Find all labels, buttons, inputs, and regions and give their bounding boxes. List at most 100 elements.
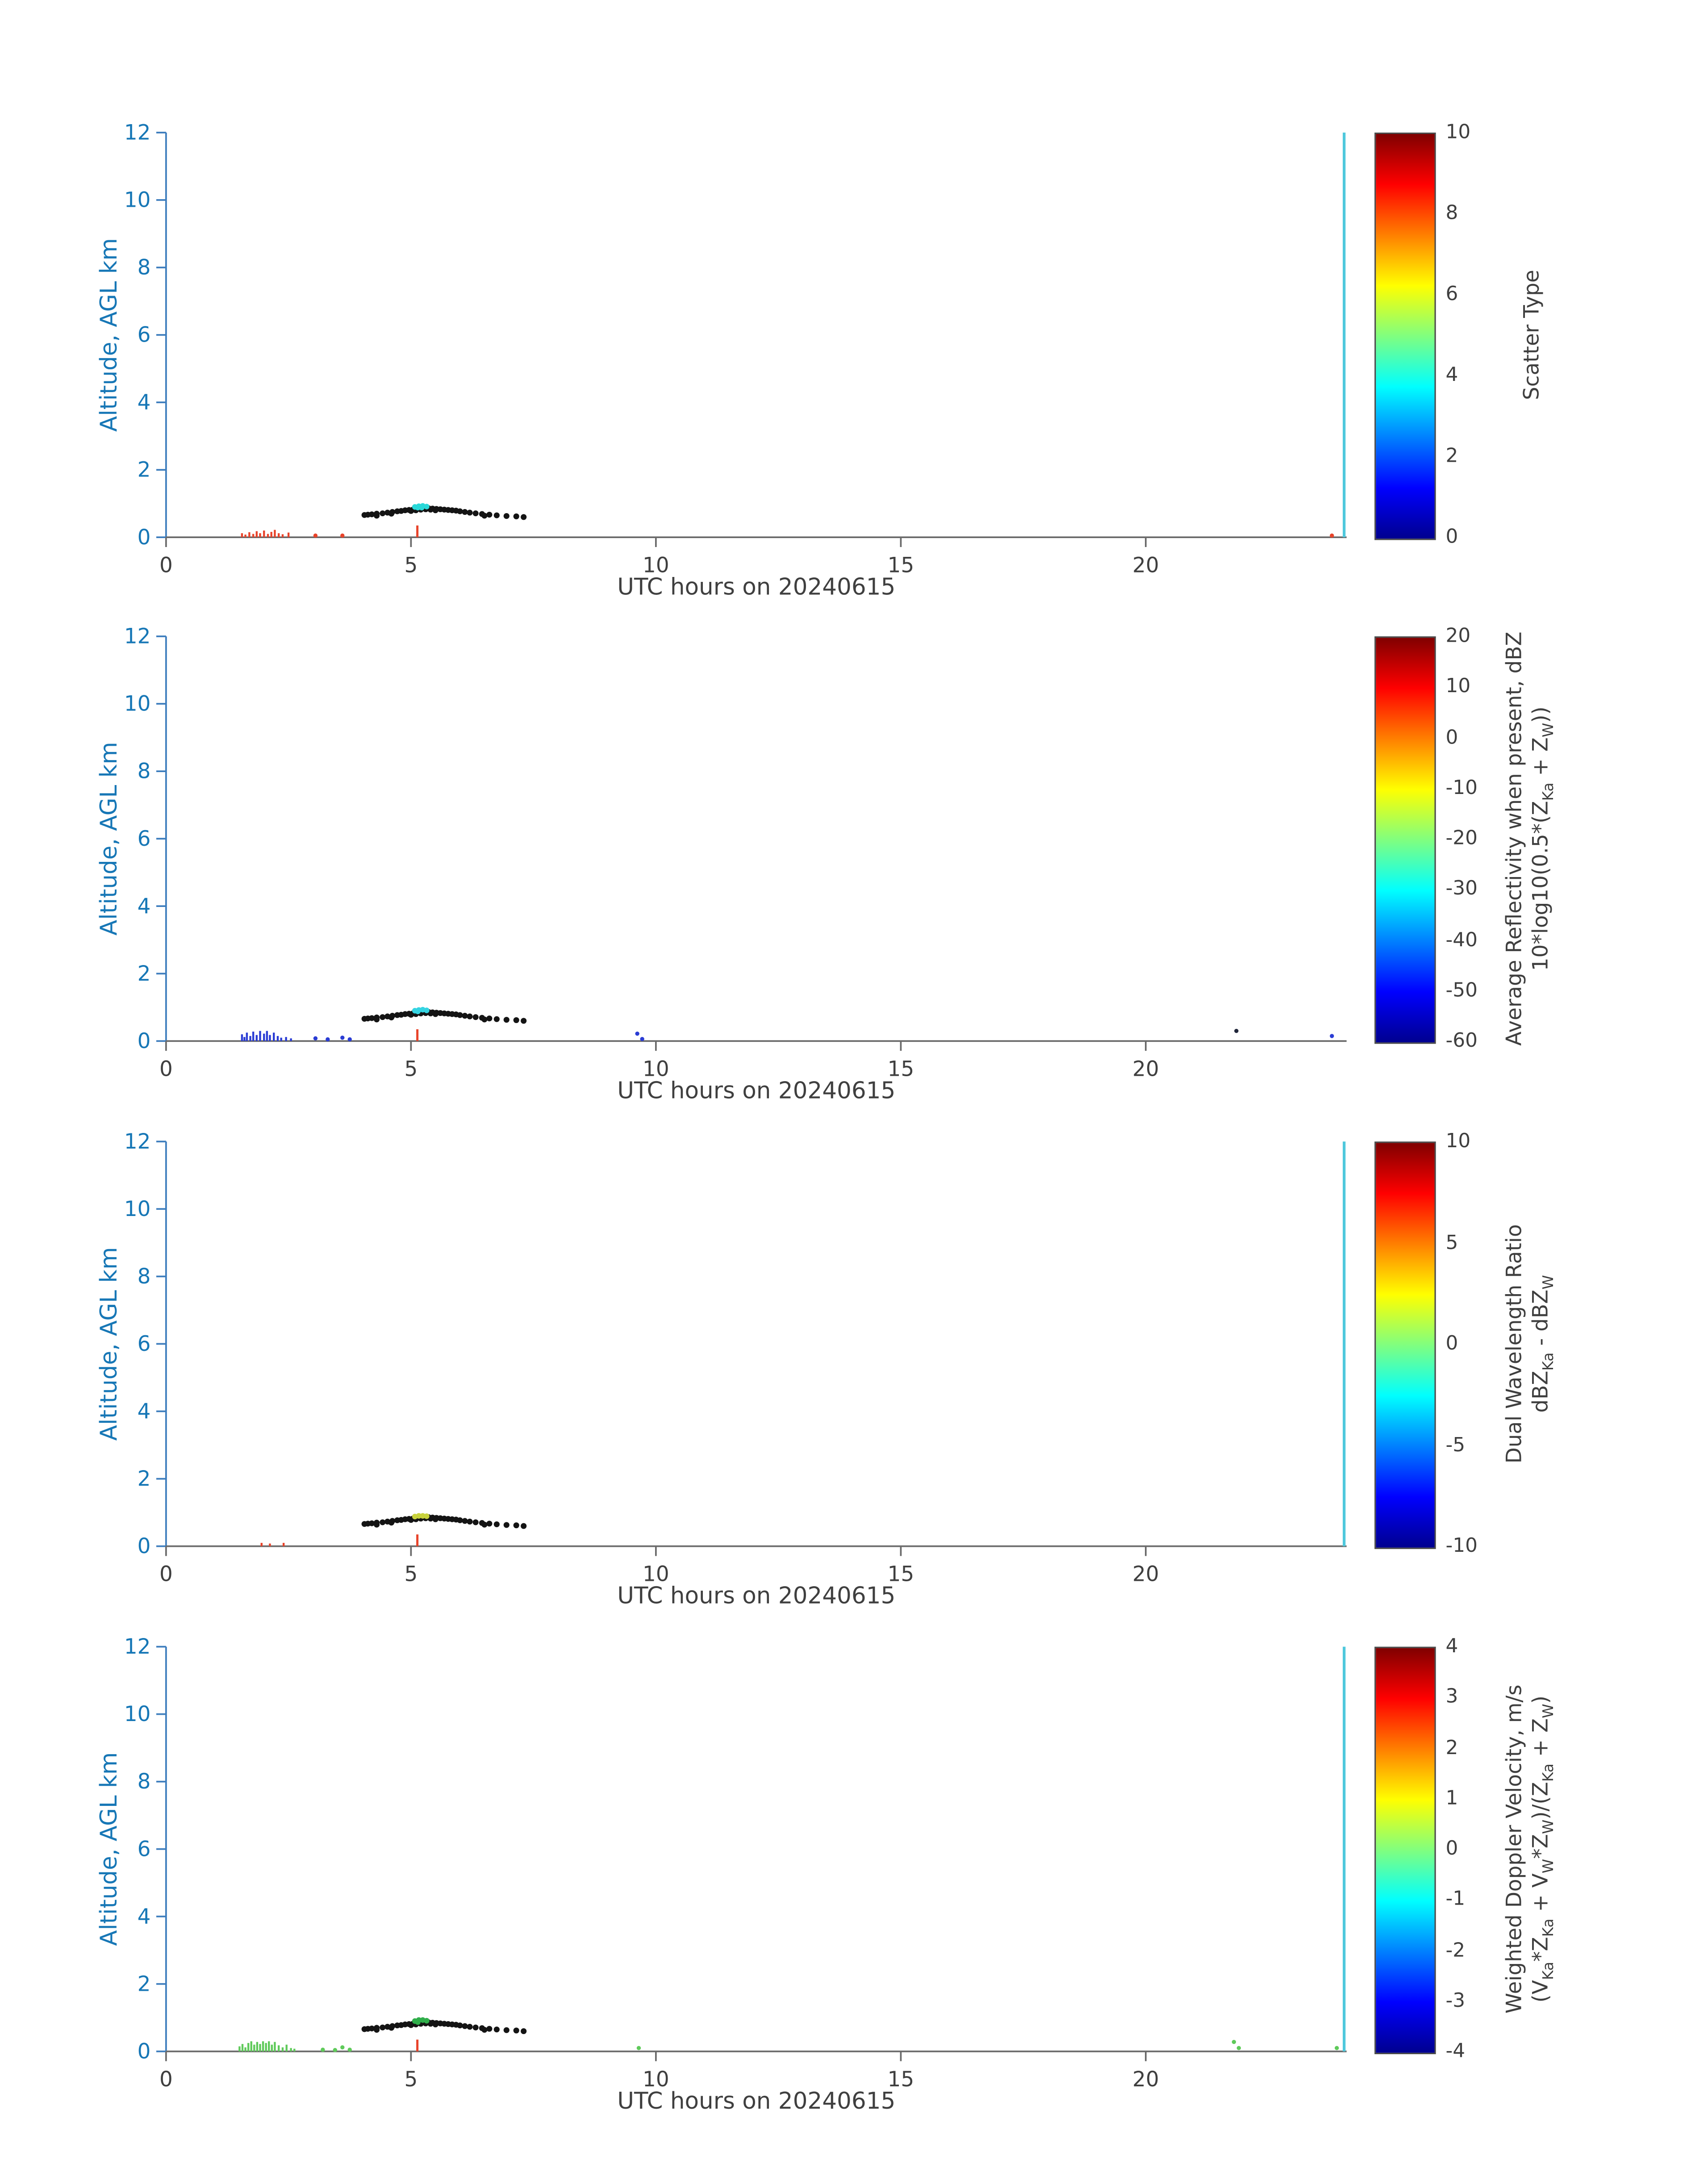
data-point [380,2024,386,2031]
panel-dual-wavelength-ratio: 0 2 4 6 8 10 12 0 5 10 15 20 Altitude, AGL km UTC h… [0,1128,1708,1633]
colorbar-tick-labels: -10 -5 0 5 10 [1446,1128,1510,1633]
colorbar-tick-label: -3 [1445,1989,1466,2012]
data-point [513,1522,519,1529]
data-point [503,1522,509,1528]
x-tick-label: 10 [643,1057,669,1081]
y-tick-label: 10 [124,1702,151,1726]
data-point [369,1015,375,1021]
x-axis-label: UTC hours on 20240615 [617,2088,896,2114]
plot-area-scatter-type: 0 2 4 6 8 10 12 0 5 10 15 20 [124,121,1347,577]
y-tick-label: 4 [138,390,151,415]
data-point [408,1011,414,1018]
colorbar-label-line: Weighted Doppler Velocity, m/s [1501,1684,1527,2014]
data-point [241,2044,244,2052]
colorbar-tick-label: -40 [1445,928,1478,951]
y-axis-label: Altitude, AGL km [96,1752,122,1946]
colorbar-jet [1374,636,1436,1044]
y-tick-label: 4 [138,1399,151,1424]
y-tick-label: 6 [138,1332,151,1356]
series-isolated-green-dots [321,2039,1339,2052]
data-point [290,1038,292,1041]
data-point [253,2044,255,2052]
x-tick-label: 0 [159,1562,173,1587]
data-point [486,1015,493,1022]
data-point [252,534,255,538]
data-point [462,2023,468,2029]
data-point [271,2044,273,2052]
colorbar-tick-labels: -4 -3 -2 -1 0 1 2 3 4 [1446,1633,1510,2138]
data-point [388,1014,395,1020]
data-point [486,1521,493,1527]
colorbar-tick-label: 10 [1445,1130,1471,1153]
data-point [513,2027,519,2034]
data-point [1330,533,1334,538]
data-point [252,1032,255,1041]
data-point [347,1037,352,1042]
colorbar-tick-label: 10 [1445,676,1471,698]
data-point [503,2027,509,2033]
data-point [521,2028,527,2034]
colorbar-label-line: Average Reflectivity when present, dBZ [1501,631,1527,1046]
data-point [262,2041,264,2052]
y-tick-label: 0 [138,1534,151,1559]
colorbar-tick-label: -10 [1445,1535,1478,1558]
x-tick-label: 10 [643,2067,669,2092]
data-point [267,534,269,538]
y-tick-label: 4 [138,1904,151,1929]
colorbar-label-line: (VKa*ZKa + VW*ZW)/(ZKa + ZW) [1528,1695,1558,2003]
data-point [380,510,386,517]
data-point [481,2027,488,2033]
data-point [293,2048,296,2052]
series-surface-green [238,2041,296,2052]
data-point [419,505,425,510]
data-point [369,511,375,518]
data-point [273,1032,275,1041]
data-point [1330,1034,1334,1038]
data-point [241,533,243,538]
colorbar-tick-label: -20 [1445,827,1478,850]
data-point [415,505,421,510]
y-tick-label: 2 [138,961,151,986]
data-point [521,1018,527,1024]
colorbar-label-line: Scatter Type [1519,270,1544,400]
y-tick-label: 6 [138,323,151,347]
data-point [276,1036,279,1041]
data-point [256,2042,259,2052]
y-tick-label: 8 [138,1769,151,1794]
data-point [1234,1028,1239,1033]
data-point [462,1518,468,1524]
colorbar-tick-label: 10 [1445,121,1471,144]
series-cloud-top-green [412,2017,430,2025]
data-point [270,532,272,538]
data-point [340,2045,345,2050]
data-point [374,1521,380,1528]
x-tick-label: 0 [159,1057,173,1081]
data-point [268,2041,270,2052]
colorbar-tick-label: -4 [1445,2040,1466,2063]
data-point [266,1031,268,1041]
data-point [374,513,380,519]
data-point [340,1036,345,1040]
data-point [408,1517,414,1523]
data-point [313,1036,318,1040]
colorbar-axis-label: Average Reflectivity when present, dBZ 10… [1502,631,1563,1046]
data-point [287,532,290,538]
x-tick-label: 15 [888,553,915,577]
x-tick-label: 15 [888,1562,915,1587]
x-tick-label: 15 [888,1057,915,1081]
data-point [424,504,430,510]
series-isolated-blue-dots [313,1031,1334,1042]
x-tick-label: 0 [159,553,173,577]
y-axis-label: Altitude, AGL km [96,742,122,936]
data-point [432,2021,438,2027]
x-axis-label: UTC hours on 20240615 [617,1582,896,1609]
data-point [521,514,527,520]
data-point [269,1543,271,1546]
data-point [640,1037,644,1041]
y-tick-label: 4 [138,894,151,919]
data-point [432,507,438,514]
x-axis-label: UTC hours on 20240615 [617,573,896,600]
x-axis-label: UTC hours on 20240615 [617,1077,896,1104]
data-point [260,1542,263,1546]
data-point [313,533,318,538]
